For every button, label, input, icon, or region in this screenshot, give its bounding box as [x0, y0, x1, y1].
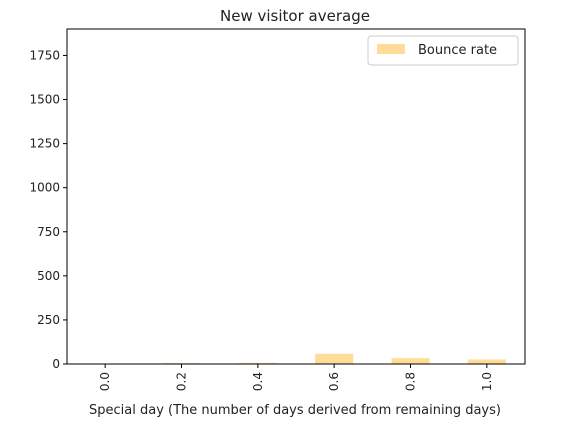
y-tick-label: 1500: [29, 93, 60, 107]
y-tick-label: 250: [37, 313, 60, 327]
y-tick-label: 1750: [29, 48, 60, 62]
bar-1.0: [467, 359, 506, 364]
y-tick-label: 500: [37, 269, 60, 283]
y-tick-label: 750: [37, 225, 60, 239]
bar-0.4: [238, 362, 277, 364]
chart-title: New visitor average: [220, 7, 370, 25]
plot-frame: [66, 28, 526, 365]
bar-0.6: [315, 353, 354, 364]
legend: Bounce rate: [367, 35, 519, 66]
bar-0.8: [391, 358, 430, 364]
x-axis-label: Special day (The number of days derived …: [89, 403, 501, 418]
x-tick-label: 0.4: [251, 372, 265, 391]
x-tick-label: 1.0: [480, 372, 494, 391]
legend-label: Bounce rate: [418, 43, 497, 58]
y-axis: 0 250 500 750 1000 1250 1500 1750: [29, 48, 67, 371]
legend-swatch: [377, 44, 405, 54]
y-tick-label: 1250: [29, 137, 60, 151]
legend-box: [367, 35, 519, 66]
x-tick-label: 0.0: [98, 372, 112, 391]
x-tick-label: 0.6: [327, 372, 341, 391]
bars-group: [162, 353, 506, 364]
x-tick-label: 0.2: [175, 372, 189, 391]
x-tick-label: 0.8: [404, 372, 418, 391]
y-tick-label: 1000: [29, 181, 60, 195]
x-axis: 0.0 0.2 0.4 0.6 0.8 1.0: [98, 364, 494, 391]
y-tick-label: 0: [52, 357, 60, 371]
